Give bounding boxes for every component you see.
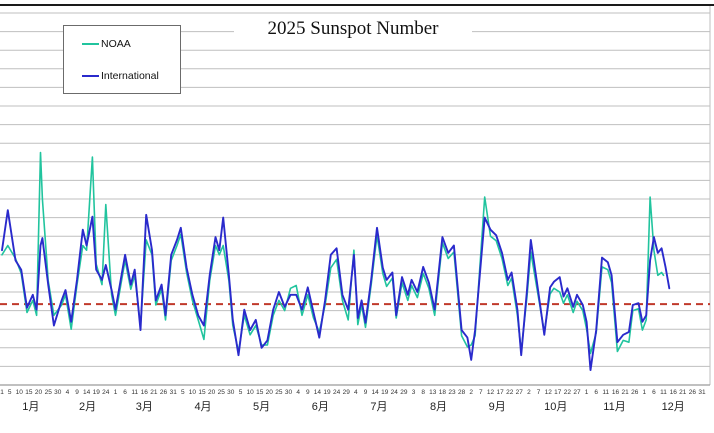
x-tick-label: 12 bbox=[487, 389, 495, 396]
x-tick-label: 18 bbox=[439, 389, 447, 396]
x-month-label: 6月 bbox=[312, 401, 329, 413]
x-tick-label: 11 bbox=[131, 389, 138, 396]
x-tick-label: 2 bbox=[469, 389, 473, 396]
legend-label-international: International bbox=[101, 70, 159, 82]
x-tick-label: 30 bbox=[227, 389, 235, 396]
x-tick-label: 1 bbox=[585, 389, 589, 396]
x-month-label: 12月 bbox=[662, 401, 685, 413]
x-tick-label: 26 bbox=[631, 389, 639, 396]
x-tick-label: 29 bbox=[343, 389, 351, 396]
chart-title: 2025 Sunspot Number bbox=[234, 16, 472, 42]
x-month-label: 3月 bbox=[136, 401, 153, 413]
x-tick-label: 24 bbox=[102, 389, 110, 396]
x-tick-label: 15 bbox=[25, 389, 33, 396]
top-border-line bbox=[0, 4, 714, 6]
x-tick-label: 6 bbox=[123, 389, 127, 396]
legend: NOAA International bbox=[63, 25, 181, 94]
x-month-label: 1月 bbox=[22, 401, 39, 413]
x-tick-label: 14 bbox=[371, 389, 379, 396]
x-tick-label: 25 bbox=[218, 389, 226, 396]
x-tick-label: 9 bbox=[75, 389, 79, 396]
x-tick-label: 13 bbox=[429, 389, 437, 396]
x-month-label: 9月 bbox=[489, 401, 506, 413]
x-tick-label: 4 bbox=[354, 389, 358, 396]
x-tick-label: 15 bbox=[198, 389, 206, 396]
x-tick-label: 17 bbox=[554, 389, 562, 396]
x-month-label: 4月 bbox=[194, 401, 211, 413]
x-tick-label: 20 bbox=[208, 389, 216, 396]
international-series-line bbox=[1, 209, 671, 372]
x-tick-label: 3 bbox=[412, 389, 416, 396]
x-tick-label: 19 bbox=[93, 389, 101, 396]
x-tick-label: 27 bbox=[516, 389, 524, 396]
x-tick-label: 26 bbox=[160, 389, 168, 396]
x-tick-label: 5 bbox=[181, 389, 185, 396]
x-tick-label: 4 bbox=[66, 389, 70, 396]
x-tick-label: 4 bbox=[296, 389, 300, 396]
x-tick-label: 19 bbox=[323, 389, 331, 396]
x-tick-label: 30 bbox=[54, 389, 62, 396]
x-tick-label: 8 bbox=[421, 389, 425, 396]
x-month-label: 8月 bbox=[430, 401, 447, 413]
international-line-swatch bbox=[82, 75, 99, 77]
x-tick-label: 11 bbox=[602, 389, 609, 396]
x-tick-label: 1 bbox=[114, 389, 118, 396]
x-tick-label: 20 bbox=[266, 389, 274, 396]
x-tick-label: 10 bbox=[189, 389, 197, 396]
x-tick-label: 29 bbox=[400, 389, 408, 396]
x-tick-label: 25 bbox=[45, 389, 53, 396]
x-tick-label: 21 bbox=[621, 389, 629, 396]
x-tick-label: 10 bbox=[16, 389, 24, 396]
x-tick-label: 2 bbox=[527, 389, 531, 396]
x-tick-label: 10 bbox=[246, 389, 254, 396]
x-tick-label: 11 bbox=[660, 389, 667, 396]
x-tick-label: 30 bbox=[285, 389, 293, 396]
x-month-label: 5月 bbox=[253, 401, 270, 413]
x-tick-label: 19 bbox=[381, 389, 389, 396]
x-month-label: 10月 bbox=[544, 401, 567, 413]
legend-item-noaa: NOAA bbox=[82, 37, 131, 51]
x-tick-label: 1 bbox=[0, 389, 4, 396]
x-tick-label: 1 bbox=[642, 389, 646, 396]
noaa-line-swatch bbox=[82, 43, 99, 45]
x-tick-label: 7 bbox=[479, 389, 483, 396]
x-tick-label: 15 bbox=[256, 389, 264, 396]
x-month-label: 2月 bbox=[79, 401, 96, 413]
legend-label-noaa: NOAA bbox=[101, 38, 131, 50]
x-tick-label: 31 bbox=[698, 389, 706, 396]
x-month-label: 11月 bbox=[603, 401, 625, 413]
x-tick-label: 6 bbox=[594, 389, 598, 396]
x-tick-label: 22 bbox=[564, 389, 572, 396]
x-tick-label: 22 bbox=[506, 389, 514, 396]
x-tick-label: 31 bbox=[170, 389, 178, 396]
x-tick-label: 9 bbox=[364, 389, 368, 396]
x-tick-label: 21 bbox=[150, 389, 158, 396]
x-tick-label: 28 bbox=[458, 389, 466, 396]
x-tick-label: 14 bbox=[83, 389, 91, 396]
x-tick-label: 9 bbox=[306, 389, 310, 396]
x-tick-label: 23 bbox=[448, 389, 456, 396]
legend-item-international: International bbox=[82, 69, 159, 83]
x-tick-label: 24 bbox=[391, 389, 399, 396]
x-tick-label: 17 bbox=[496, 389, 504, 396]
x-tick-label: 16 bbox=[612, 389, 620, 396]
x-tick-label: 5 bbox=[239, 389, 243, 396]
x-tick-label: 20 bbox=[35, 389, 43, 396]
x-tick-label: 14 bbox=[314, 389, 322, 396]
x-tick-label: 5 bbox=[8, 389, 12, 396]
x-tick-label: 12 bbox=[545, 389, 553, 396]
x-tick-label: 16 bbox=[670, 389, 678, 396]
x-tick-label: 25 bbox=[275, 389, 283, 396]
x-tick-label: 16 bbox=[141, 389, 149, 396]
x-tick-label: 26 bbox=[689, 389, 697, 396]
x-tick-label: 24 bbox=[333, 389, 341, 396]
x-tick-label: 6 bbox=[652, 389, 656, 396]
x-month-label: 7月 bbox=[370, 401, 387, 413]
x-tick-label: 7 bbox=[537, 389, 541, 396]
x-tick-label: 27 bbox=[573, 389, 581, 396]
x-tick-label: 21 bbox=[679, 389, 687, 396]
